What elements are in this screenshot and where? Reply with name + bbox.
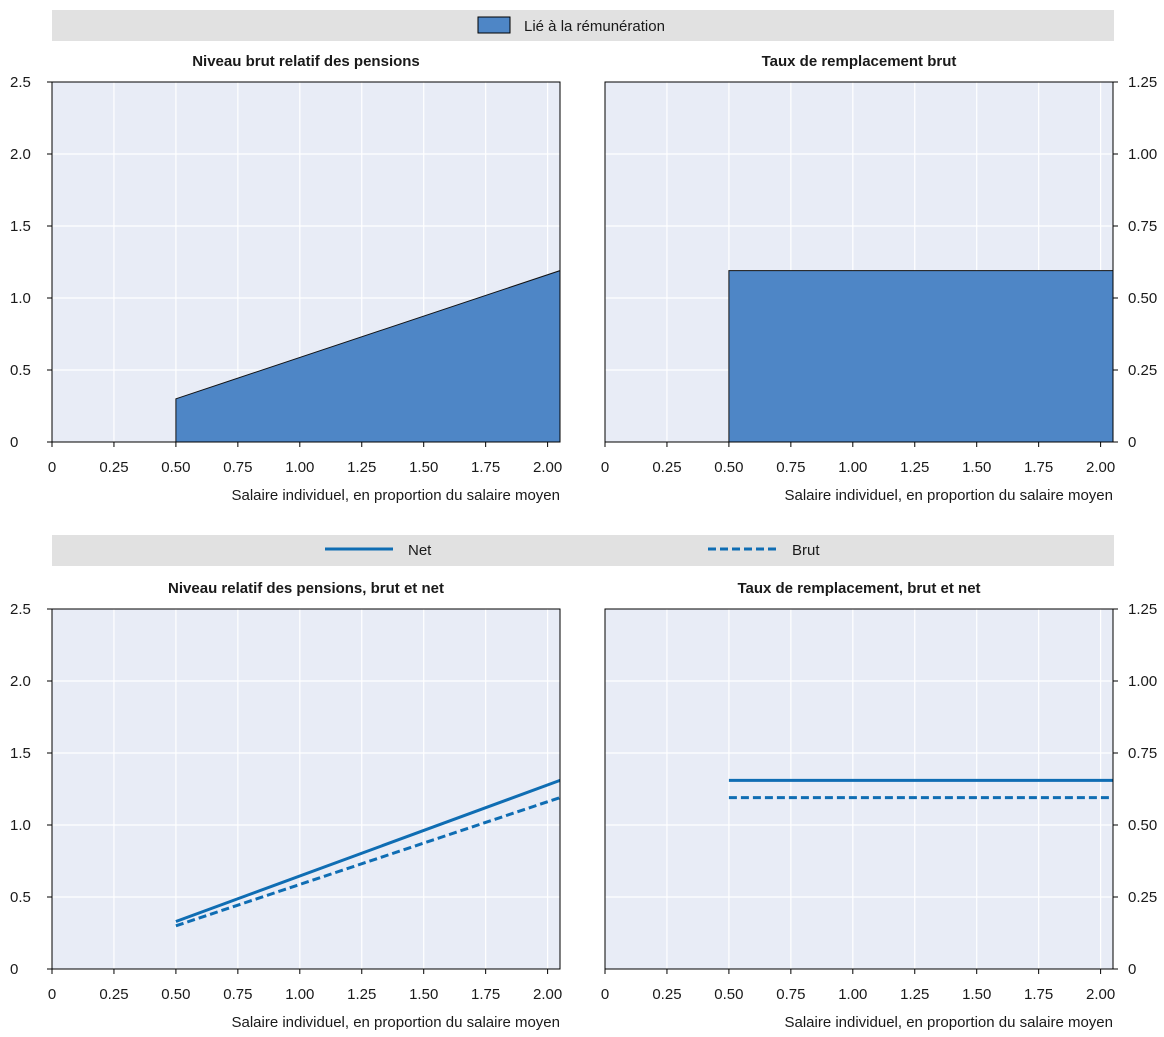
y-tick-label: 0.25 <box>1128 362 1157 379</box>
x-tick-label: 0 <box>48 986 56 1003</box>
x-tick-label: 0.25 <box>99 459 128 476</box>
plot-frame <box>604 608 1114 970</box>
panel-title: Niveau brut relatif des pensions <box>192 53 420 70</box>
y-tick-label: 1.0 <box>10 817 31 834</box>
y-tick-label: 0 <box>1128 961 1136 978</box>
x-tick-label: 0 <box>601 986 609 1003</box>
legend-label-brut: Brut <box>792 542 820 559</box>
x-tick-label: 1.75 <box>1024 459 1053 476</box>
y-tick-label: 1.00 <box>1128 146 1157 163</box>
panel-niveau-brut-net: Niveau relatif des pensions, brut et net… <box>10 580 562 1031</box>
y-tick-label: 1.25 <box>1128 601 1157 618</box>
x-tick-label: 1.00 <box>285 459 314 476</box>
plot-frame <box>604 81 1114 443</box>
x-tick-label: 1.75 <box>1024 986 1053 1003</box>
x-tick-label: 2.00 <box>1086 459 1115 476</box>
panel-title: Taux de remplacement brut <box>762 53 957 70</box>
x-tick-label: 1.75 <box>471 459 500 476</box>
x-tick-label: 0.75 <box>223 986 252 1003</box>
plot-area <box>605 609 1113 969</box>
x-tick-label: 2.00 <box>1086 986 1115 1003</box>
y-tick-label: 0.50 <box>1128 290 1157 307</box>
legend-top: Lié à la rémunération <box>52 10 1114 41</box>
x-tick-label: 1.25 <box>900 459 929 476</box>
line-series-net <box>175 778 561 923</box>
y-tick-label: 0 <box>10 961 18 978</box>
x-tick-label: 1.50 <box>962 459 991 476</box>
line-series-brut <box>175 796 561 928</box>
x-tick-label: 0.25 <box>99 986 128 1003</box>
y-tick-label: 0.50 <box>1128 817 1157 834</box>
x-tick-label: 0.25 <box>652 986 681 1003</box>
legend-label-net: Net <box>408 542 432 559</box>
y-tick-label: 1.25 <box>1128 74 1157 91</box>
x-axis-label: Salaire individuel, en proportion du sal… <box>784 1014 1113 1031</box>
y-tick-label: 0 <box>1128 434 1136 451</box>
y-tick-label: 1.5 <box>10 745 31 762</box>
x-axis-label: Salaire individuel, en proportion du sal… <box>784 487 1113 504</box>
x-tick-label: 1.00 <box>285 986 314 1003</box>
plot-area <box>52 609 560 969</box>
x-tick-label: 0.50 <box>714 986 743 1003</box>
legend-top-background <box>52 10 1114 41</box>
x-tick-label: 0.50 <box>161 986 190 1003</box>
x-axis-label: Salaire individuel, en proportion du sal… <box>231 1014 560 1031</box>
x-tick-label: 1.50 <box>409 459 438 476</box>
x-tick-label: 1.25 <box>347 986 376 1003</box>
y-tick-label: 1.0 <box>10 290 31 307</box>
y-tick-label: 2.0 <box>10 673 31 690</box>
x-tick-label: 0.25 <box>652 459 681 476</box>
legend-label-lie-remuneration: Lié à la rémunération <box>524 18 665 35</box>
x-tick-label: 1.50 <box>962 986 991 1003</box>
legend-bottom: Net Brut <box>52 535 1114 566</box>
y-tick-label: 2.5 <box>10 74 31 91</box>
panel-taux-remplacement-brut-net: Taux de remplacement, brut et net 0 0.25 0.… <box>601 580 1157 1031</box>
y-tick-label: 0.25 <box>1128 889 1157 906</box>
y-tick-label: 0.5 <box>10 889 31 906</box>
panel-title: Taux de remplacement, brut et net <box>737 580 980 597</box>
x-tick-label: 0 <box>601 459 609 476</box>
x-tick-label: 2.00 <box>533 986 562 1003</box>
panel-taux-remplacement-brut: Taux de remplacement brut 0 0.25 0.50 0.75 1.… <box>601 53 1157 504</box>
x-tick-label: 1.00 <box>838 986 867 1003</box>
panel-niveau-brut: Niveau brut relatif des pensions 0 0.25 0.5… <box>10 53 562 504</box>
y-tick-label: 2.5 <box>10 601 31 618</box>
plot-frame <box>51 608 561 970</box>
x-tick-label: 0 <box>48 459 56 476</box>
panel-title: Niveau relatif des pensions, brut et net <box>168 580 444 597</box>
y-tick-label: 1.5 <box>10 218 31 235</box>
legend-swatch-lie-remuneration <box>477 16 511 34</box>
x-tick-label: 1.25 <box>347 459 376 476</box>
y-tick-label: 0 <box>10 434 18 451</box>
x-tick-label: 0.75 <box>223 459 252 476</box>
x-tick-label: 1.25 <box>900 986 929 1003</box>
y-tick-label: 0.5 <box>10 362 31 379</box>
legend-bottom-background <box>52 535 1114 566</box>
x-axis-label: Salaire individuel, en proportion du sal… <box>231 487 560 504</box>
x-tick-label: 0.75 <box>776 986 805 1003</box>
y-tick-label: 0.75 <box>1128 218 1157 235</box>
x-tick-label: 0.50 <box>161 459 190 476</box>
x-tick-label: 1.00 <box>838 459 867 476</box>
plot-frame <box>51 81 561 443</box>
y-tick-label: 2.0 <box>10 146 31 163</box>
x-tick-label: 0.75 <box>776 459 805 476</box>
x-tick-label: 1.50 <box>409 986 438 1003</box>
x-tick-label: 0.50 <box>714 459 743 476</box>
y-tick-label: 1.00 <box>1128 673 1157 690</box>
x-tick-label: 2.00 <box>533 459 562 476</box>
x-tick-label: 1.75 <box>471 986 500 1003</box>
y-tick-label: 0.75 <box>1128 745 1157 762</box>
